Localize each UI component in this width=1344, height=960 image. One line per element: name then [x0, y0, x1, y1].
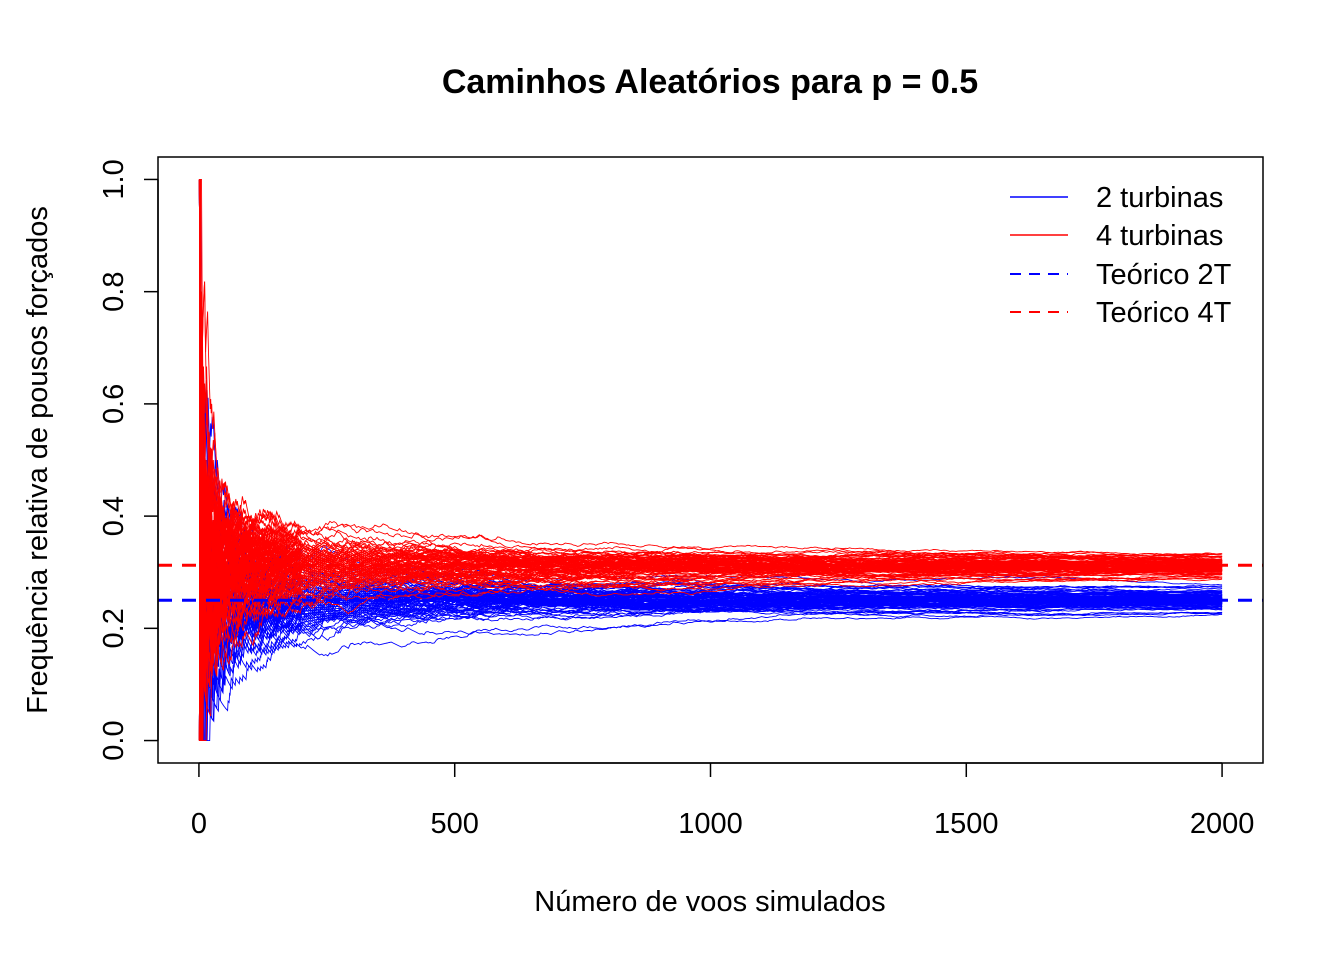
legend-label-4-turbinas: 4 turbinas: [1096, 220, 1223, 252]
series-path: [199, 178, 1223, 590]
legend-label-teorico-2t: Teórico 2T: [1096, 259, 1232, 291]
series-path: [198, 179, 1223, 601]
series-path: [199, 178, 1223, 608]
series-path: [199, 178, 1223, 588]
legend: 2 turbinas 4 turbinas Teórico 2T Teórico…: [1010, 182, 1232, 329]
series-path: [198, 179, 1223, 694]
series-path: [198, 319, 1223, 741]
series-path: [198, 179, 1223, 610]
series-path: [199, 597, 1223, 742]
series-path: [199, 507, 1223, 742]
series-path: [198, 179, 1223, 612]
series-path: [198, 179, 1223, 685]
x-tick-label: 500: [431, 808, 479, 840]
series-path: [198, 179, 1223, 713]
series-path: [199, 178, 1223, 603]
series-path: [198, 281, 1223, 741]
series-path: [198, 179, 1223, 577]
legend-label-teorico-4t: Teórico 4T: [1096, 297, 1232, 329]
series-path: [199, 593, 1223, 742]
series-path: [199, 178, 1223, 599]
x-tick-label: 1000: [678, 808, 743, 840]
x-tick-label: 2000: [1190, 808, 1255, 840]
y-tick-label: 1.0: [98, 159, 130, 199]
series-path: [198, 179, 1223, 625]
series-4-turbinas: [198, 178, 1223, 742]
series-path: [198, 179, 1223, 609]
x-tick-label: 0: [191, 808, 207, 840]
y-tick-label: 0.6: [98, 384, 130, 424]
series-path: [198, 179, 1223, 592]
y-tick-label: 0.4: [98, 496, 130, 536]
x-tick-label: 1500: [934, 808, 999, 840]
series-path: [199, 178, 1223, 569]
series-path: [199, 553, 1223, 742]
y-tick-label: 0.8: [98, 272, 130, 312]
x-axis-label: Número de voos simulados: [534, 886, 885, 918]
series-path: [199, 597, 1223, 742]
chart-title: Caminhos Aleatórios para p = 0.5: [442, 63, 978, 101]
y-tick-label: 0.0: [98, 720, 130, 760]
series-path: [199, 488, 1223, 742]
series-path: [199, 178, 1223, 564]
series-path: [198, 459, 1223, 741]
series-path: [199, 178, 1223, 581]
legend-entry-teorico-4t: Teórico 4T: [1010, 297, 1232, 329]
series-path: [198, 319, 1223, 741]
legend-entry-4-turbinas: 4 turbinas: [1010, 220, 1223, 252]
series-path: [198, 179, 1223, 595]
legend-entry-2-turbinas: 2 turbinas: [1010, 182, 1223, 214]
y-axis: 0.0 0.2 0.4 0.6 0.8 1.0: [98, 159, 159, 761]
series-path: [199, 597, 1223, 742]
legend-entry-teorico-2t: Teórico 2T: [1010, 259, 1232, 291]
y-tick-label: 0.2: [98, 608, 130, 648]
series-2-turbinas: [198, 178, 1223, 742]
series-path: [198, 179, 1223, 602]
legend-label-2-turbinas: 2 turbinas: [1096, 182, 1223, 214]
plot-lines: [198, 178, 1223, 742]
x-axis: 0 500 1000 1500 2000: [191, 762, 1255, 840]
series-path: [198, 179, 1223, 590]
reference-lines: [158, 563, 1263, 602]
series-path: [199, 178, 1223, 590]
y-axis-label: Frequência relativa de pousos forçados: [22, 206, 54, 714]
series-path: [198, 179, 1223, 579]
